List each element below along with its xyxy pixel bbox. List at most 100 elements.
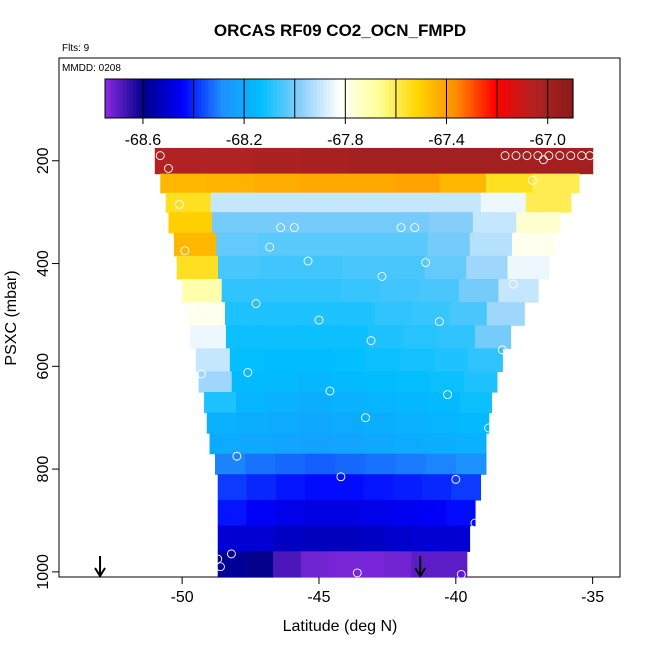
colorbar-segment: [367, 79, 371, 118]
observation-point: [527, 175, 537, 185]
colorbar-segment: [111, 79, 115, 118]
colorbar-segment: [267, 79, 271, 118]
colorbar-segment: [105, 79, 109, 118]
observation-point: [508, 279, 518, 289]
colorbar-segment: [448, 79, 452, 118]
heatmap-cell: [225, 302, 264, 326]
heatmap-cell: [269, 412, 302, 434]
colorbar-segment: [189, 79, 193, 118]
heatmap-cell: [299, 392, 333, 414]
heatmap-cell: [466, 255, 509, 280]
heatmap-cell: [195, 348, 231, 373]
colorbar-segment: [279, 79, 284, 118]
observation-point: [232, 451, 242, 461]
colorbar-segment: [117, 79, 122, 118]
heatmap-cell: [439, 551, 468, 578]
heatmap-cell: [328, 551, 357, 578]
colorbar-segment: [513, 79, 518, 118]
heatmap-cell: [463, 371, 498, 393]
heatmap-cell: [425, 453, 457, 475]
heatmap-cell: [374, 302, 413, 326]
colorbar-segment: [441, 79, 446, 118]
heatmap-cell: [379, 278, 420, 303]
y-tick-label: 200: [35, 147, 52, 174]
colorbar-segment: [457, 79, 462, 118]
colorbar-segment: [438, 79, 443, 118]
colorbar-segment: [204, 79, 209, 118]
heatmap-cell: [274, 499, 305, 527]
colorbar-segment: [413, 79, 418, 118]
colorbar-segment: [510, 79, 515, 118]
observation-point: [226, 549, 236, 559]
heatmap-cell: [275, 453, 306, 475]
observation-point: [276, 223, 286, 233]
colorbar-segment: [360, 79, 365, 118]
colorbar-segment: [229, 79, 234, 118]
heatmap-cell: [273, 551, 302, 578]
colorbar-segment: [345, 79, 349, 118]
heatmap-cell: [516, 212, 561, 234]
colorbar-segment: [123, 79, 128, 118]
heatmap-cell: [439, 173, 487, 194]
heatmap-cell: [439, 325, 476, 349]
colorbar-segment: [129, 79, 134, 118]
colorbar-segment: [339, 79, 343, 118]
heatmap-cell: [297, 325, 334, 349]
heatmap-cell: [229, 348, 265, 373]
chart-title: ORCAS RF09 CO2_OCN_FMPD: [214, 21, 466, 40]
heatmap-cell: [459, 392, 492, 414]
heatmap-cell: [383, 551, 413, 578]
colorbar-segment: [563, 79, 568, 118]
heatmap-cell: [217, 474, 248, 501]
heatmap-cell: [258, 232, 302, 257]
colorbar-segment: [569, 79, 574, 118]
observation-point: [155, 151, 165, 161]
heatmap-cell: [457, 412, 490, 434]
observation-point: [243, 368, 253, 377]
heatmap-cell: [216, 232, 260, 257]
heatmap-cell: [385, 212, 430, 234]
observation-point: [451, 474, 461, 484]
observation-point: [456, 569, 466, 579]
colorbar-segment: [207, 79, 212, 118]
colorbar-segment: [251, 79, 256, 118]
heatmap-cell: [364, 371, 399, 393]
y-tick-label: 800: [35, 456, 52, 483]
heatmap-cell: [276, 474, 306, 501]
colorbar-segment: [295, 79, 300, 118]
heatmap-cell: [301, 433, 333, 455]
colorbar-segment: [557, 79, 562, 118]
colorbar-segment: [376, 79, 381, 118]
colorbar-segment: [239, 79, 243, 118]
heatmap-cell: [422, 474, 452, 501]
colorbar-tick-label: -67.8: [327, 132, 364, 149]
colorbar-segment: [466, 79, 471, 118]
observation-point: [180, 246, 190, 256]
colorbar-segment: [270, 79, 275, 118]
colorbar-segment: [420, 79, 424, 118]
colorbar-segment: [145, 79, 150, 118]
heatmap-cell: [218, 255, 260, 280]
heatmap-cell: [305, 453, 336, 475]
colorbar-segment: [538, 79, 543, 118]
colorbar-segment: [432, 79, 437, 118]
heatmap-cell: [357, 525, 387, 552]
heatmap-cell: [363, 392, 397, 414]
heatmap-cell: [368, 325, 405, 349]
heatmap-cell: [426, 412, 458, 434]
observation-point: [470, 518, 480, 528]
colorbar-segment: [354, 79, 359, 118]
heatmap-cell: [356, 551, 385, 578]
heatmap-cell: [332, 325, 369, 349]
heatmap-cell: [297, 371, 332, 393]
heatmap-cell: [263, 348, 299, 373]
colorbar-segment: [473, 79, 477, 118]
observation-point: [410, 223, 420, 233]
colorbar-segment: [479, 79, 484, 118]
heatmap-cell: [240, 433, 272, 455]
colorbar-segment: [435, 79, 440, 118]
heatmap-cell: [424, 255, 467, 280]
heatmap-cell: [363, 433, 395, 455]
observation-point: [566, 151, 576, 161]
